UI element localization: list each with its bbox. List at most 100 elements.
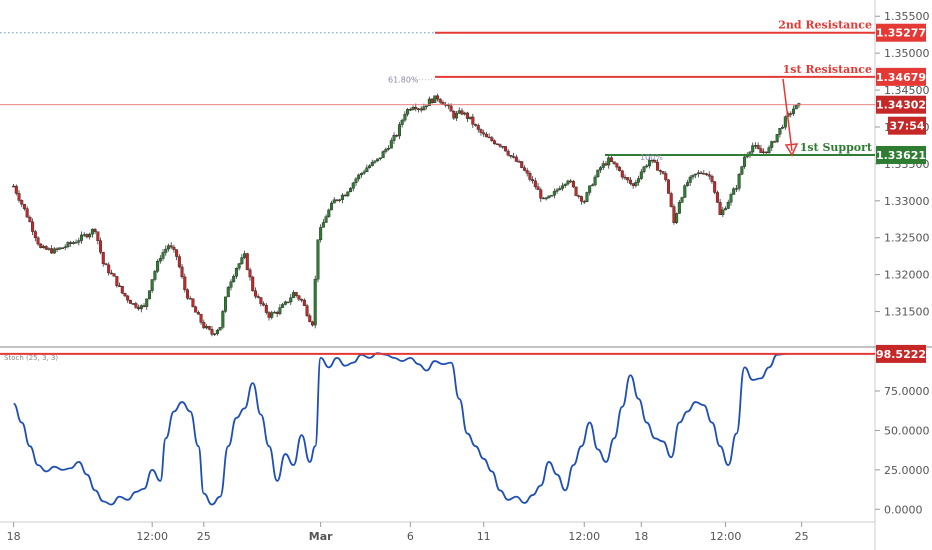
- candle-body: [422, 106, 426, 111]
- candle-body: [213, 333, 217, 335]
- candle-body: [558, 188, 562, 191]
- candle-body: [574, 186, 578, 196]
- candle-body: [753, 145, 757, 147]
- candle-body: [582, 201, 586, 203]
- candle-body: [743, 156, 747, 167]
- candle-body: [31, 221, 35, 232]
- candle-body: [691, 174, 695, 178]
- candle-body: [357, 174, 361, 180]
- candle-body: [253, 290, 257, 297]
- candle-body: [267, 312, 271, 318]
- candle-body: [118, 285, 122, 287]
- candle-body: [737, 174, 741, 189]
- candle-body: [544, 197, 548, 200]
- candle-body: [183, 276, 187, 290]
- candle-body: [775, 134, 779, 143]
- candle-body: [732, 188, 736, 195]
- candle-body: [20, 200, 24, 205]
- candle-body: [672, 206, 676, 223]
- candle-body: [699, 172, 703, 174]
- candle-body: [175, 249, 179, 257]
- candle-body: [571, 181, 575, 188]
- candle-body: [69, 242, 73, 244]
- candle-body: [522, 167, 526, 171]
- candle-body: [653, 159, 657, 163]
- candle-body: [180, 266, 184, 278]
- candle-body: [196, 312, 200, 315]
- candle-body: [283, 301, 287, 305]
- candle-body: [724, 208, 728, 211]
- candle-body: [251, 276, 255, 291]
- candle-body: [425, 105, 429, 107]
- candle-body: [12, 185, 16, 188]
- candle-body: [669, 193, 673, 207]
- candle-body: [351, 182, 355, 189]
- price-tick-label: 1.35500: [884, 10, 930, 23]
- candle-body: [683, 185, 687, 198]
- candle-body: [414, 107, 418, 110]
- candle-body: [694, 173, 698, 176]
- levels: 2nd Resistance 1.35277 1st Resistance 1.346…: [0, 19, 926, 164]
- candle-body: [677, 202, 681, 214]
- candle-body: [324, 216, 328, 223]
- candle-body: [408, 109, 412, 111]
- candle-body: [55, 248, 59, 250]
- candle-body: [120, 286, 124, 294]
- time-tick-label: 18: [7, 530, 21, 543]
- time-tick-label: 12:00: [568, 530, 600, 543]
- candle-body: [433, 95, 437, 103]
- time-tick-label: 25: [795, 530, 809, 543]
- candle-body: [541, 197, 545, 200]
- price-pane[interactable]: [12, 93, 801, 337]
- candle-body: [14, 185, 18, 194]
- candle-body: [139, 305, 143, 310]
- candle-body: [188, 298, 192, 300]
- price-tick-label: 1.32000: [884, 269, 930, 282]
- candle-body: [41, 246, 45, 248]
- candle-body: [240, 257, 244, 264]
- candle-body: [338, 199, 342, 201]
- price-tick-label: 1.33000: [884, 195, 930, 208]
- candle-body: [476, 125, 480, 130]
- candle-body: [623, 176, 627, 179]
- candle-body: [794, 105, 798, 110]
- candle-body: [389, 140, 393, 149]
- countdown-text: 37:54: [889, 120, 924, 133]
- stochastic-pane[interactable]: 98.5222 Stoch (25, 3, 3): [0, 344, 926, 506]
- candle-body: [153, 271, 157, 280]
- candle-body: [205, 326, 209, 329]
- candle-body: [637, 178, 641, 183]
- candle-body: [647, 160, 651, 167]
- stoch-tick-label: 75.0000: [884, 385, 930, 398]
- candle-body: [177, 256, 181, 268]
- candle-body: [191, 298, 195, 308]
- candle-body: [63, 246, 67, 249]
- candle-body: [501, 145, 505, 148]
- countdown-tag: [888, 116, 926, 135]
- candle-body: [604, 163, 608, 166]
- candle-body: [705, 173, 709, 175]
- candle-body: [751, 145, 755, 153]
- candle-body: [185, 289, 189, 299]
- candle-body: [272, 311, 276, 314]
- candle-body: [628, 179, 632, 184]
- candle-body: [96, 231, 100, 241]
- candle-body: [618, 166, 622, 172]
- candle-body: [756, 145, 760, 149]
- projection-arrow-head: [784, 143, 799, 157]
- candle-body: [370, 162, 374, 166]
- candle-body: [278, 307, 282, 314]
- candle-body: [158, 258, 162, 262]
- stoch-value-text: 98.5222: [876, 348, 926, 361]
- price-tick-label: 1.34500: [884, 84, 930, 97]
- level-label: 2nd Resistance: [778, 19, 872, 32]
- candle-body: [142, 305, 146, 307]
- candle-body: [115, 276, 119, 286]
- candle-body: [764, 151, 768, 154]
- candle-body: [642, 166, 646, 173]
- level-price-text: 1.35277: [876, 27, 926, 40]
- candle-body: [721, 209, 725, 215]
- candle-body: [104, 263, 108, 266]
- candle-body: [479, 129, 483, 133]
- candle-body: [577, 195, 581, 197]
